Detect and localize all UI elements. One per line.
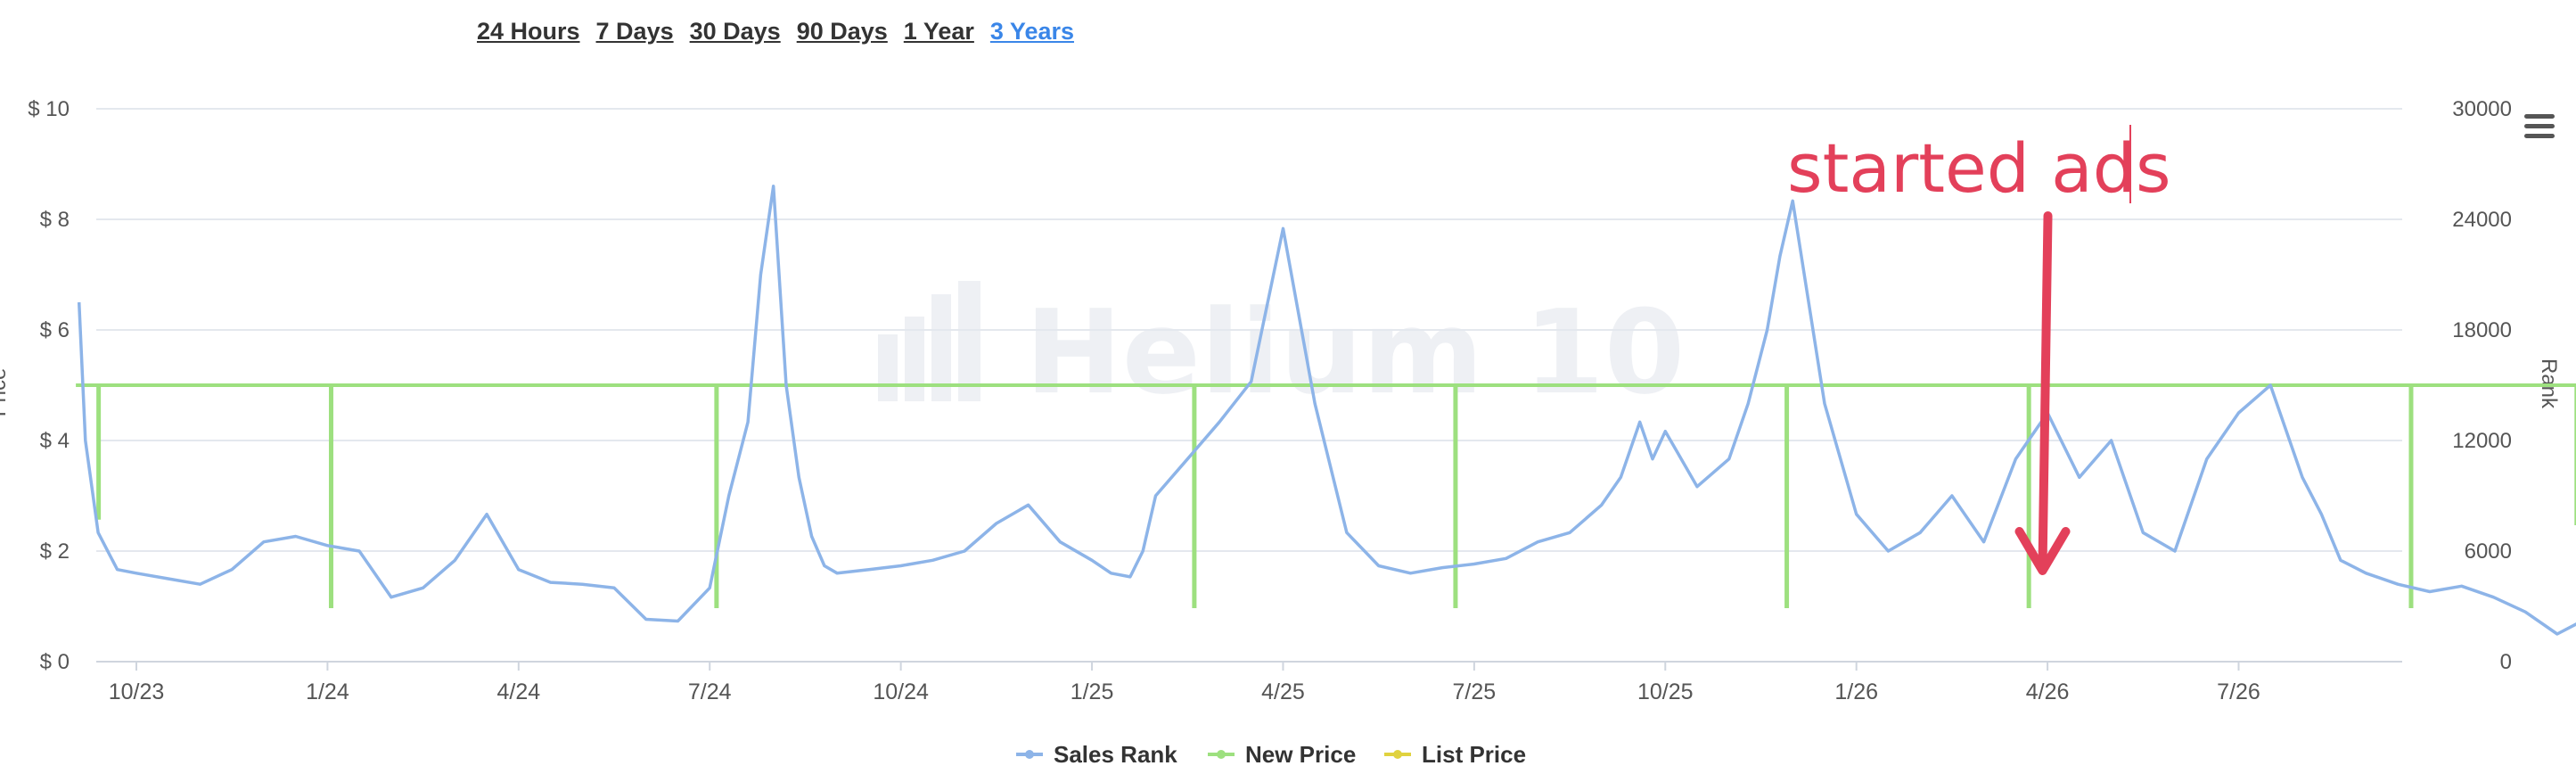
- watermark-bar: [931, 294, 951, 401]
- series-line-new-price: [76, 383, 2576, 608]
- x-tick-label: 1/25: [1071, 679, 1114, 704]
- x-tick-label: 7/26: [2217, 679, 2260, 704]
- watermark: Helium 10: [1025, 284, 1685, 420]
- legend-item-sales-rank[interactable]: Sales Rank: [1016, 741, 1177, 768]
- watermark-logo-icon: [878, 281, 980, 401]
- range-option-1-year[interactable]: 1 Year: [903, 18, 974, 45]
- y-right-tick-label: 12000: [2452, 429, 2512, 453]
- range-option-30-days[interactable]: 30 Days: [689, 18, 781, 45]
- x-axis: 10/23 1/24 4/24 7/24 10/24 1/25 4/25 7/25 10/25 1…: [109, 662, 2260, 704]
- y-left-tick-label: $ 8: [40, 208, 70, 232]
- range-option-24-hours[interactable]: 24 Hours: [476, 18, 580, 45]
- range-option-7-days[interactable]: 7 Days: [595, 18, 674, 45]
- watermark-bar: [905, 317, 924, 401]
- x-tick-label: 4/24: [496, 679, 540, 704]
- annotation-arrow: [2038, 211, 2053, 571]
- y-left-tick-label: $ 6: [40, 318, 70, 342]
- range-option-90-days[interactable]: 90 Days: [796, 18, 888, 45]
- y-axis-left-label: Price: [0, 368, 11, 417]
- watermark-bar: [878, 334, 898, 401]
- range-option-3-years[interactable]: 3 Years: [989, 18, 1074, 45]
- y-right-tick-label: 30000: [2452, 97, 2512, 121]
- x-tick-label: 10/25: [1637, 679, 1694, 704]
- y-left-tick-label: $ 0: [40, 650, 70, 674]
- annotation: started ads: [1787, 125, 2171, 575]
- x-tick-label: 7/24: [688, 679, 732, 704]
- legend: Sales Rank New Price List Price: [1016, 741, 1526, 768]
- x-tick-label: 7/25: [1453, 679, 1497, 704]
- x-tick-label: 10/23: [109, 679, 165, 704]
- series-line-sales-rank: [77, 185, 2576, 636]
- series-layer: [76, 185, 2576, 636]
- hamburger-menu-icon[interactable]: [2524, 114, 2555, 138]
- x-tick-label: 4/25: [1261, 679, 1305, 704]
- legend-label: Sales Rank: [1054, 741, 1177, 768]
- range-selector: 24 Hours 7 Days 30 Days 90 Days 1 Year 3 Year…: [0, 18, 1551, 45]
- annotation-arrow-head: [2014, 527, 2071, 575]
- legend-label: List Price: [1422, 741, 1526, 768]
- watermark-bar: [958, 281, 980, 401]
- y-right-tick-label: 24000: [2452, 208, 2512, 232]
- legend-label: New Price: [1245, 741, 1356, 768]
- x-tick-label: 4/26: [2026, 679, 2070, 704]
- x-tick-label: 1/24: [306, 679, 349, 704]
- x-tick-label: 10/24: [873, 679, 929, 704]
- legend-item-list-price[interactable]: List Price: [1384, 741, 1526, 768]
- legend-marker: [1393, 750, 1402, 759]
- y-left-tick-label: $ 2: [40, 539, 70, 564]
- y-left-tick-label: $ 4: [40, 429, 70, 453]
- legend-item-new-price[interactable]: New Price: [1208, 741, 1356, 768]
- y-axis-left: $ 0 $ 2 $ 4 $ 6 $ 8 $ 10: [28, 97, 70, 674]
- y-right-tick-label: 18000: [2452, 318, 2512, 342]
- x-tick-label: 1/26: [1834, 679, 1878, 704]
- annotation-text: started ads: [1787, 128, 2171, 208]
- legend-marker: [1217, 750, 1226, 759]
- y-left-tick-label: $ 10: [28, 97, 70, 121]
- y-right-tick-label: 0: [2500, 650, 2512, 674]
- y-right-tick-label: 6000: [2465, 539, 2512, 564]
- legend-marker: [1025, 750, 1034, 759]
- y-axis-right: 0 6000 12000 18000 24000 30000: [2452, 97, 2512, 674]
- grid: [96, 108, 2402, 663]
